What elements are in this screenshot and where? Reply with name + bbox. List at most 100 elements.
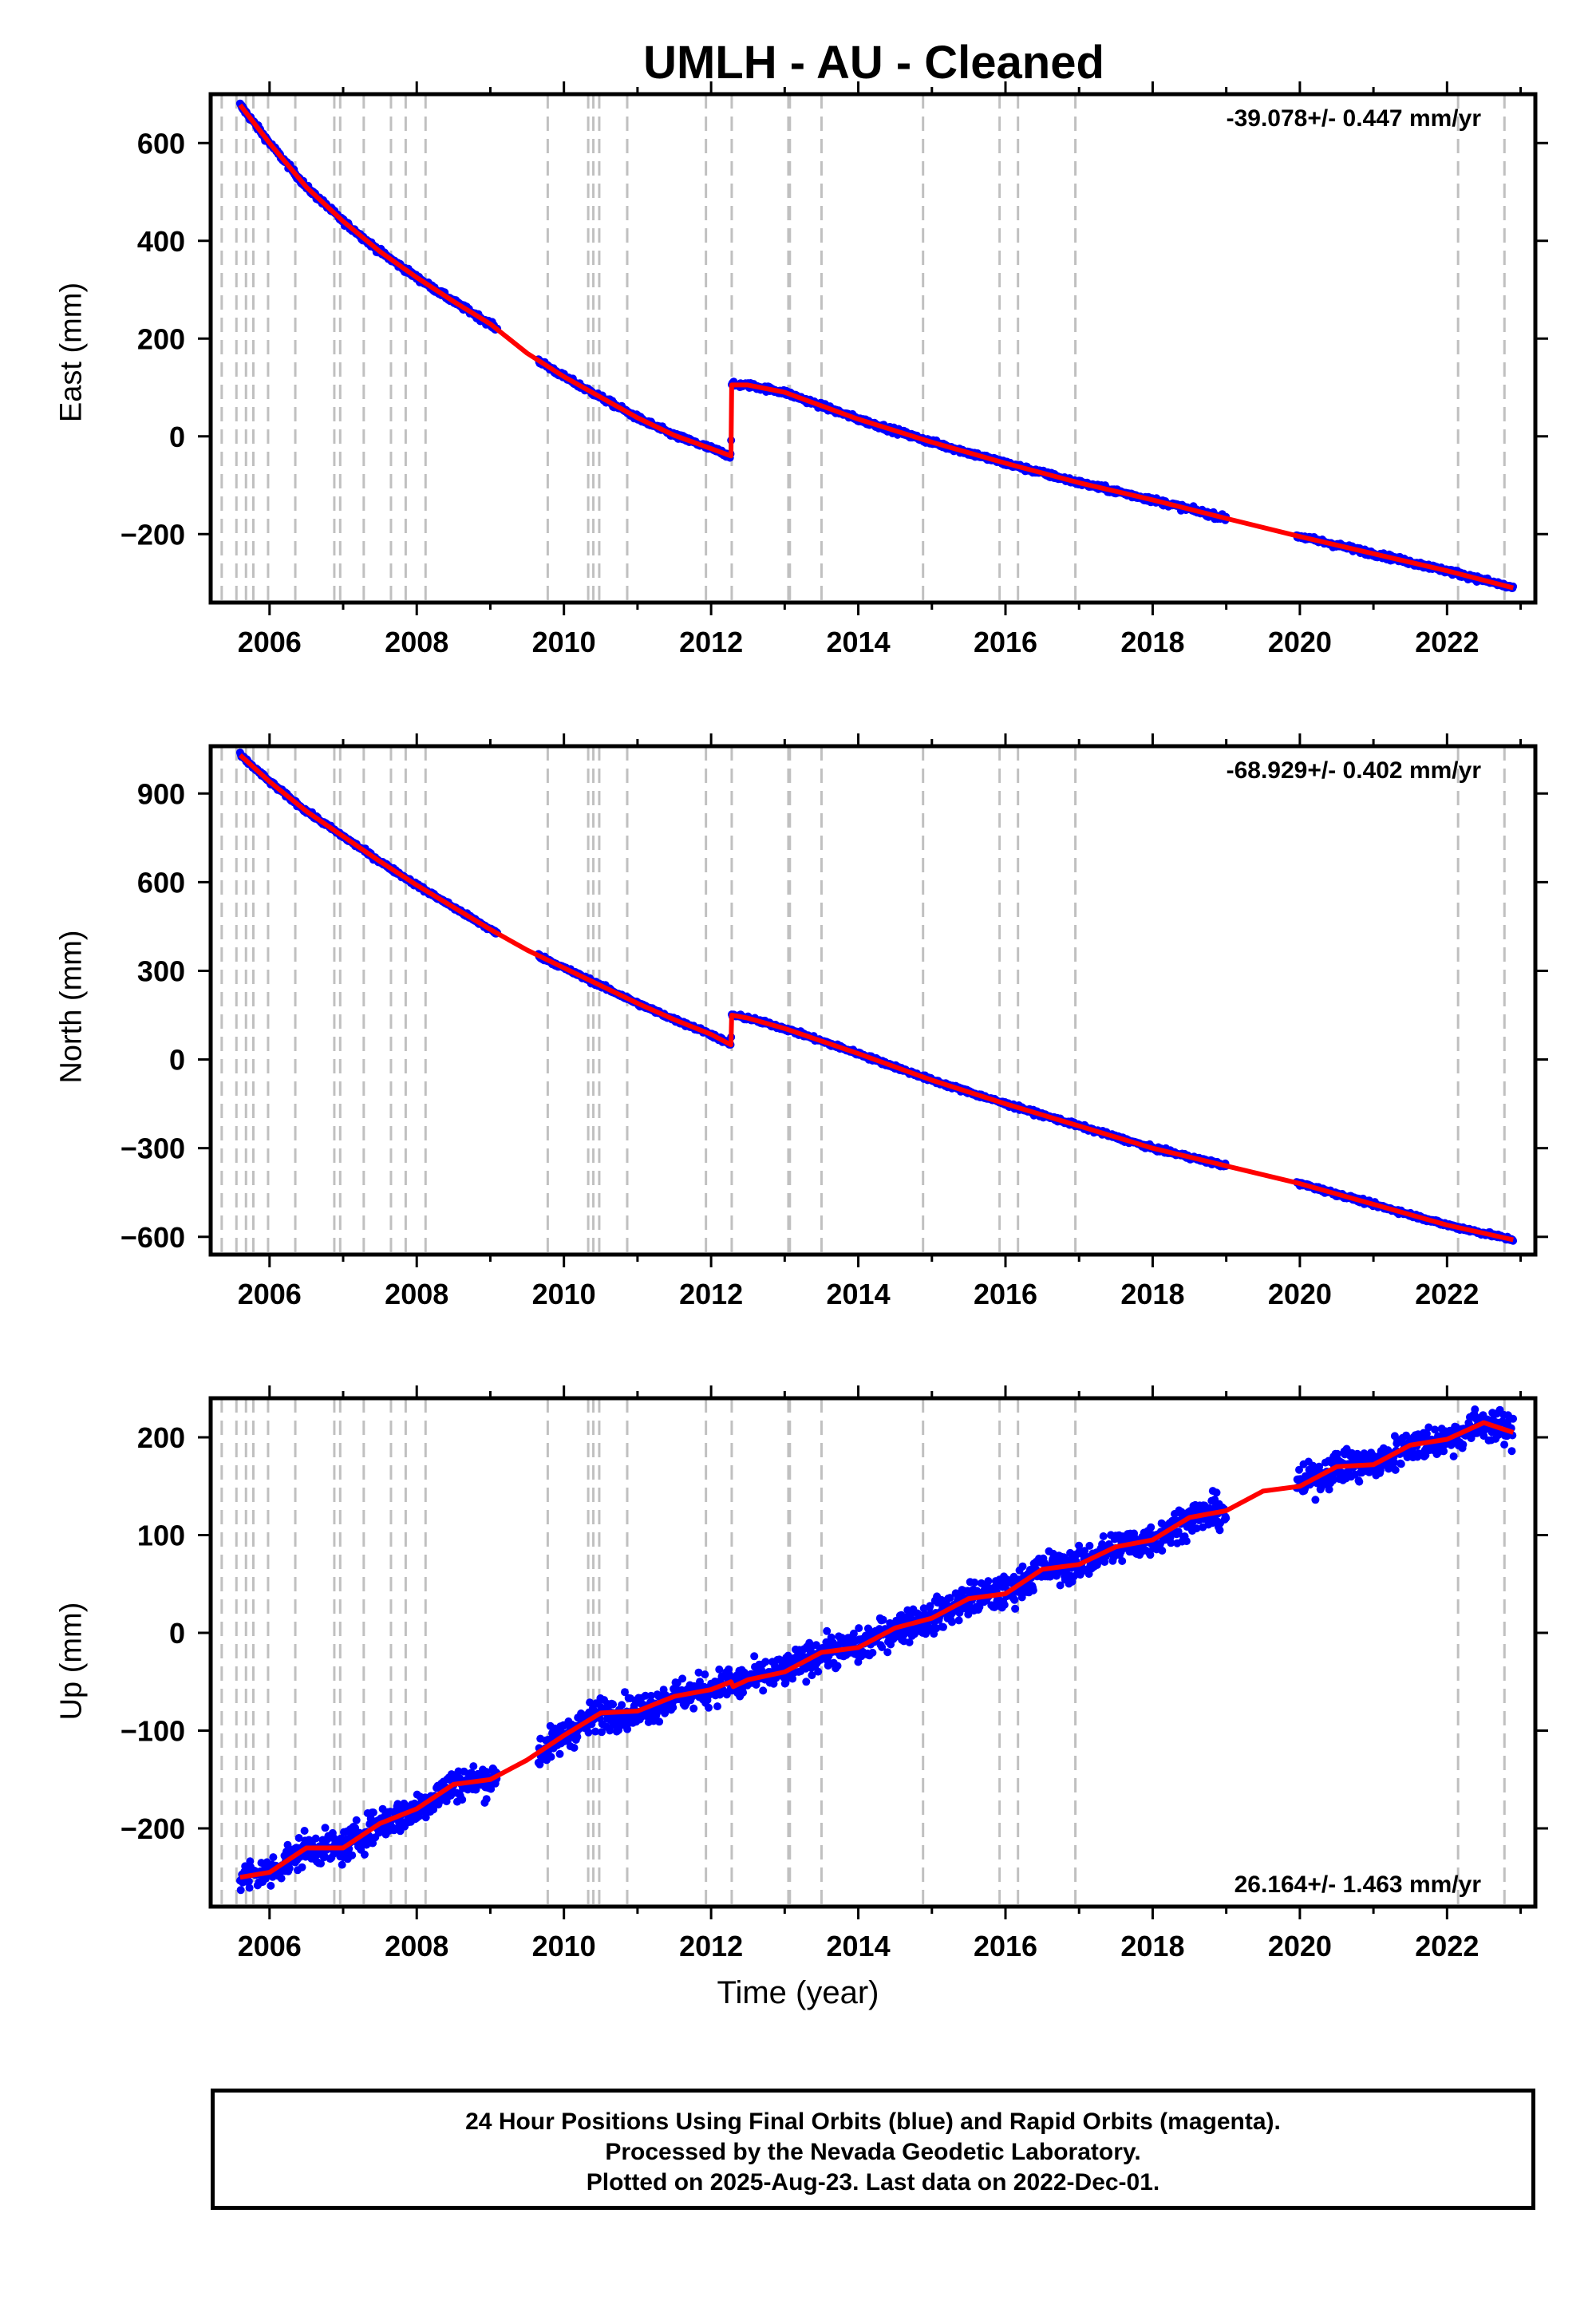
x-tick-label: 2018: [1120, 1278, 1184, 1310]
x-tick-label: 2010: [532, 626, 596, 658]
data-point: [621, 1688, 629, 1697]
data-point: [283, 1840, 292, 1849]
model-line-east: [238, 103, 1515, 591]
data-points-north: [235, 748, 1518, 1245]
data-point: [689, 1704, 698, 1713]
data-point: [802, 1678, 811, 1686]
data-point: [338, 1860, 346, 1869]
x-tick-label: 2018: [1120, 626, 1184, 658]
panel-east: 2006 2008 2010 2012 2014 2016 2018 2020 2022 −200…: [120, 81, 1548, 658]
data-point: [878, 1643, 887, 1651]
y-tick-label: 0: [169, 1044, 185, 1077]
data-points-east: [235, 99, 1518, 592]
data-point: [926, 1602, 934, 1611]
x-tick-label: 2006: [238, 626, 302, 658]
data-point: [294, 1834, 303, 1842]
data-point: [814, 1667, 823, 1676]
rate-annotation-north: -68.929+/- 0.402 mm/yr: [1227, 757, 1482, 784]
x-tick-label: 2022: [1415, 626, 1479, 658]
data-point: [833, 1662, 842, 1670]
x-tick-label: 2006: [238, 1278, 302, 1310]
x-tick-label: 2016: [974, 626, 1037, 658]
y-tick-label: −200: [120, 518, 185, 551]
data-point: [696, 1678, 704, 1686]
data-point: [655, 1717, 664, 1726]
x-tick-label: 2014: [827, 626, 891, 658]
data-point: [855, 1624, 863, 1633]
x-tick-label: 2014: [827, 1278, 891, 1310]
data-point: [454, 1767, 463, 1776]
data-point: [245, 1883, 254, 1892]
data-point: [598, 1728, 606, 1737]
data-point: [646, 1691, 655, 1700]
data-point: [808, 1671, 816, 1680]
y-tick-label: −600: [120, 1221, 185, 1254]
x-tick-label: 2022: [1415, 1278, 1479, 1310]
data-point: [694, 1668, 703, 1677]
data-point: [246, 1857, 255, 1866]
x-tick-label: 2008: [385, 626, 448, 658]
plot-frame: [208, 92, 1538, 605]
y-tick-label: 600: [137, 866, 185, 899]
data-point: [750, 1652, 759, 1661]
data-point: [348, 1851, 357, 1860]
data-point: [269, 1853, 278, 1862]
data-point: [236, 1886, 245, 1895]
panel-north: 2006 2008 2010 2012 2014 2016 2018 2020 2022−600…: [120, 733, 1548, 1310]
data-point: [864, 1625, 873, 1634]
data-point: [905, 1638, 914, 1646]
data-point: [669, 1703, 678, 1712]
data-point: [311, 1834, 320, 1843]
data-point: [267, 1881, 275, 1890]
data-point: [788, 1674, 797, 1683]
data-point: [482, 1795, 491, 1804]
data-point: [606, 1726, 614, 1735]
data-point: [641, 1691, 650, 1700]
data-point: [584, 1728, 593, 1737]
x-tick-label: 2008: [385, 1278, 448, 1310]
y-tick-label: 300: [137, 954, 185, 987]
x-tick-label: 2020: [1268, 626, 1332, 658]
x-tick-label: 2012: [679, 626, 743, 658]
data-point: [715, 1665, 724, 1674]
data-point: [678, 1674, 687, 1683]
y-tick-label: 0: [169, 421, 185, 453]
data-point: [321, 1824, 330, 1832]
data-point: [939, 1622, 947, 1631]
data-point: [458, 1796, 467, 1804]
y-tick-label: 400: [137, 225, 185, 258]
data-point: [618, 1701, 626, 1709]
data-point: [317, 1860, 325, 1867]
x-tick-label: 2020: [1268, 1278, 1332, 1310]
data-point: [849, 1629, 858, 1638]
data-point: [705, 1703, 713, 1712]
data-point: [739, 1688, 748, 1697]
data-point: [547, 1753, 555, 1761]
data-point: [487, 1784, 496, 1793]
panel-up: 2006 2008 2010 2012 2014 2016 2018 2020 2022−200…: [120, 1385, 1548, 1962]
data-point: [759, 1686, 768, 1695]
data-point: [573, 1733, 582, 1741]
data-point: [555, 1749, 564, 1758]
x-tick-label: 2016: [974, 1278, 1037, 1310]
y-tick-label: 200: [137, 322, 185, 355]
data-point: [781, 1678, 790, 1687]
data-point: [298, 1863, 306, 1871]
data-point: [883, 1648, 892, 1657]
data-point: [609, 1700, 618, 1709]
data-point: [937, 1595, 946, 1604]
data-point: [285, 1864, 294, 1872]
data-point: [661, 1709, 670, 1717]
data-point: [868, 1648, 877, 1657]
data-point: [879, 1615, 887, 1624]
plot-frame: [208, 744, 1538, 1257]
x-tick-label: 2010: [532, 1278, 596, 1310]
data-point: [244, 1877, 253, 1886]
rate-annotation-east: -39.078+/- 0.447 mm/yr: [1227, 105, 1482, 132]
data-point: [701, 1670, 709, 1679]
data-point: [570, 1744, 579, 1752]
data-point: [591, 1727, 600, 1736]
data-point: [469, 1762, 478, 1771]
data-points-up: [235, 1405, 1518, 1895]
